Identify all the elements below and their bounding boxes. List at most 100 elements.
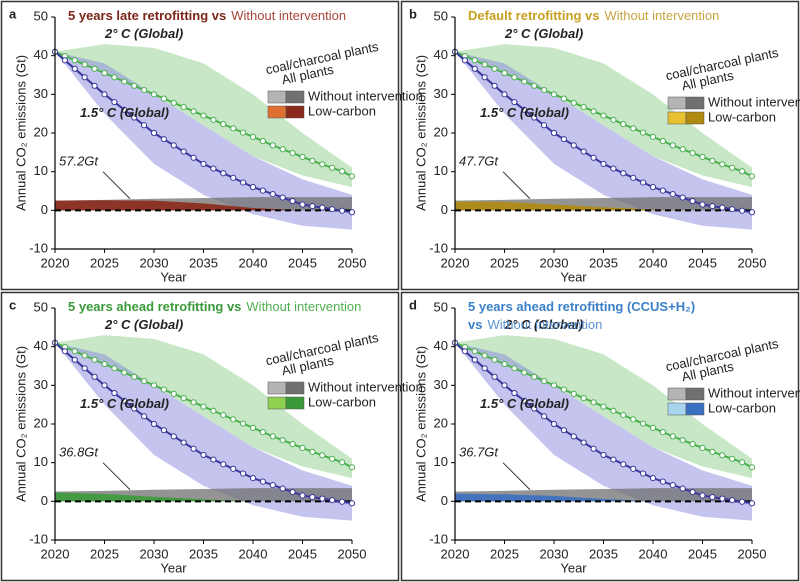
scenario-marker: [150, 129, 158, 137]
uncertainty-band: [55, 51, 352, 230]
scenario-marker: [570, 390, 577, 397]
scenario-marker: [699, 444, 706, 452]
scenario-marker: [210, 165, 217, 172]
scenario-marker: [729, 455, 736, 462]
scenario-marker: [669, 481, 676, 489]
title-part: Without intervention: [487, 317, 602, 332]
legend-swatch: [685, 387, 705, 401]
annotation-leader: [502, 171, 531, 200]
scenario-marker: [649, 184, 657, 191]
y-tick-label: 20: [434, 415, 448, 430]
scenario-marker: [180, 394, 187, 402]
scenario-marker: [170, 99, 177, 106]
scenario-marker: [289, 150, 296, 157]
scenario-marker: [131, 82, 138, 89]
scenario-marker: [230, 125, 237, 132]
y-tick-label: 0: [441, 493, 448, 508]
scenario-marker: [289, 197, 296, 205]
scenario-marker: [649, 424, 657, 431]
scenario-marker: [289, 441, 296, 448]
y-tick-label: 30: [34, 377, 48, 392]
x-tick-label: 2025: [490, 546, 519, 561]
panel: 2° C (Global) 1.5° C (Global) 36.8Gt -10 0 10…: [0, 291, 423, 582]
scenario-marker: [71, 57, 78, 64]
scenario-marker: [501, 69, 508, 77]
scenario-marker: [659, 138, 667, 145]
panel: 2° C (Global) 1.5° C (Global) 36.7Gt -10 0 10…: [400, 291, 800, 582]
legend-swatch: [267, 90, 287, 104]
scenario-marker: [150, 382, 158, 389]
scenario-marker: [299, 201, 306, 208]
title-part: 5 years ahead retrofitting vs: [68, 299, 241, 314]
scenario-marker: [220, 170, 227, 177]
y-tick-label: 20: [34, 415, 48, 430]
scenario-marker: [71, 356, 78, 363]
x-tick-label: 2035: [189, 546, 218, 561]
panel-border: [400, 291, 800, 582]
scenario-marker: [610, 116, 617, 123]
scenario-marker: [471, 57, 478, 64]
scenario-marker: [719, 161, 726, 168]
scenario-marker: [269, 142, 276, 149]
y-tick-label: 20: [34, 124, 48, 139]
scenario-marker: [259, 478, 266, 485]
scenario-marker: [121, 78, 128, 85]
scenario-marker: [461, 348, 468, 355]
y-tick-label: 10: [434, 163, 448, 178]
legend-swatch: [667, 402, 687, 416]
scenario-marker: [329, 164, 336, 171]
scenario-marker: [180, 103, 187, 111]
scenario-marker: [309, 493, 316, 501]
scenario-marker: [679, 437, 686, 444]
annotation: 36.7Gt: [459, 444, 499, 459]
y-tick-label: 30: [34, 86, 48, 101]
scenario-marker: [61, 57, 69, 64]
scenario-marker: [630, 465, 637, 472]
scenario-marker: [471, 65, 478, 72]
scenario-marker: [309, 202, 316, 210]
scenario-marker: [309, 448, 316, 455]
scenario-marker: [590, 154, 597, 161]
scenario-marker: [249, 424, 257, 431]
scenario-marker: [729, 497, 736, 504]
y-tick-label: 0: [41, 493, 48, 508]
title-part: 5 years ahead retrofitting (CCUS+H₂): [468, 299, 695, 314]
y-tick-label: 40: [434, 338, 448, 353]
uncertainty-band: [455, 342, 752, 521]
scenario-marker: [560, 427, 568, 434]
scenario-marker: [259, 187, 266, 194]
scenario-marker: [521, 397, 528, 404]
legend-swatch: [285, 105, 305, 119]
scenario-marker: [170, 142, 177, 149]
scenario-marker: [319, 495, 326, 502]
scenario-marker: [570, 99, 577, 106]
scenario-marker: [649, 475, 657, 482]
legend-label: Without intervention: [708, 385, 800, 400]
scenario-marker: [121, 369, 128, 376]
scenario-marker: [600, 451, 607, 459]
panel-title: vs Without intervention: [468, 317, 602, 332]
x-tick-label: 2025: [90, 546, 119, 561]
legend-swatch: [267, 396, 287, 410]
panel-border: [0, 0, 400, 291]
scenario-marker: [269, 190, 276, 198]
legend-swatch: [267, 381, 287, 395]
scenario-marker: [560, 95, 568, 102]
scenario-marker: [541, 122, 548, 129]
y-tick-label: 0: [41, 202, 48, 217]
y-axis-label: Annual CO₂ emissions (Gt): [413, 346, 428, 502]
legend-swatch: [685, 96, 705, 110]
scenario-marker: [249, 184, 257, 191]
scenario-marker: [81, 74, 88, 81]
scenario-marker: [91, 65, 98, 72]
x-tick-label: 2025: [90, 255, 119, 270]
scenario-marker: [491, 373, 498, 380]
scenario-marker: [249, 133, 257, 140]
scenario-marker: [279, 194, 286, 201]
scenario-marker: [659, 429, 667, 436]
emission-area: [55, 492, 352, 502]
y-axis-label: Annual CO₂ emissions (Gt): [413, 55, 428, 211]
x-axis-label: Year: [560, 269, 587, 284]
scenario-marker: [200, 160, 207, 168]
scenario-marker: [491, 356, 498, 363]
